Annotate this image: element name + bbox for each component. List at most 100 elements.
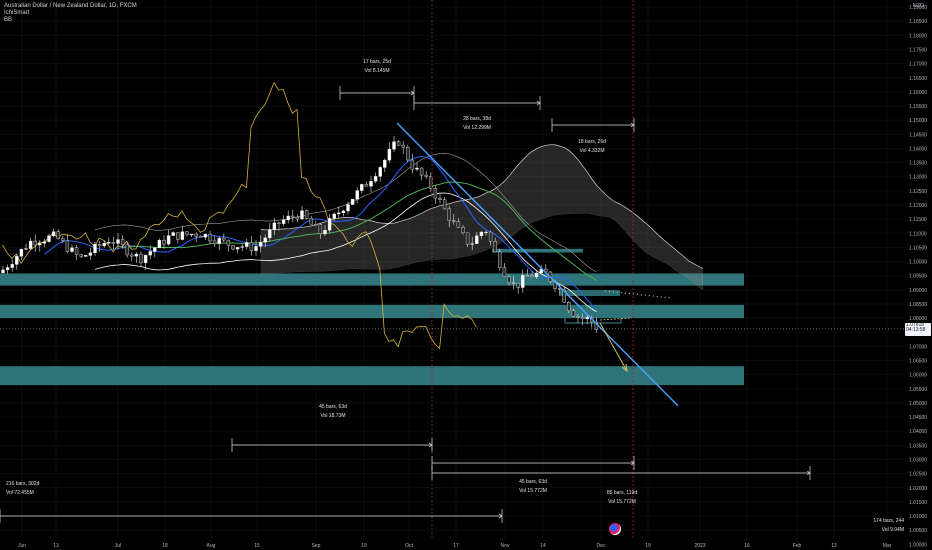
candle-body[interactable] <box>424 174 428 177</box>
candle-body[interactable] <box>61 238 65 241</box>
candle-body[interactable] <box>534 272 539 278</box>
candle-body[interactable] <box>511 282 516 284</box>
candle-body[interactable] <box>70 247 74 252</box>
projection-arrow[interactable] <box>599 322 628 372</box>
candle-body[interactable] <box>406 147 410 161</box>
candle-body[interactable] <box>268 229 272 239</box>
candle-body[interactable] <box>281 219 286 224</box>
candle-body[interactable] <box>231 245 235 250</box>
candle-body[interactable] <box>291 215 295 218</box>
candle-body[interactable] <box>180 231 185 240</box>
candle-body[interactable] <box>157 239 162 249</box>
candle-body[interactable] <box>254 246 258 251</box>
candle-body[interactable] <box>479 231 484 236</box>
candle-body[interactable] <box>309 218 313 225</box>
candle-body[interactable] <box>88 252 93 256</box>
price-zone[interactable] <box>492 248 583 253</box>
candle-body[interactable] <box>176 232 180 240</box>
candle-body[interactable] <box>148 251 152 256</box>
projection-arrow[interactable] <box>599 317 633 321</box>
candle-body[interactable] <box>373 176 378 182</box>
candle-body[interactable] <box>189 233 194 236</box>
candle-body[interactable] <box>171 232 175 236</box>
candle-body[interactable] <box>38 243 42 246</box>
candle-body[interactable] <box>24 248 28 250</box>
candle-body[interactable] <box>203 233 208 238</box>
tradingview-logo-icon[interactable] <box>609 523 621 535</box>
candle-body[interactable] <box>56 231 60 239</box>
candle-body[interactable] <box>125 244 129 256</box>
candle-body[interactable] <box>415 167 419 170</box>
candle-body[interactable] <box>355 190 359 200</box>
candle-body[interactable] <box>387 149 392 161</box>
price-zone[interactable] <box>0 366 744 386</box>
candle-body[interactable] <box>516 283 520 288</box>
zone-box[interactable] <box>560 290 620 296</box>
candle-body[interactable] <box>185 231 189 235</box>
candle-body[interactable] <box>245 242 249 247</box>
candle-body[interactable] <box>1 269 5 274</box>
candle-body[interactable] <box>107 242 111 244</box>
indicator-ichismart[interactable]: IchiSmart <box>4 10 30 16</box>
candle-body[interactable] <box>28 240 33 249</box>
candle-body[interactable] <box>74 247 79 255</box>
candle-body[interactable] <box>65 240 70 252</box>
candle-body[interactable] <box>521 275 525 288</box>
candle-body[interactable] <box>304 210 309 219</box>
candle-body[interactable] <box>585 317 589 320</box>
zone-box[interactable] <box>564 315 622 324</box>
candle-body[interactable] <box>272 222 277 230</box>
candle-body[interactable] <box>475 235 479 244</box>
candle-body[interactable] <box>346 204 350 212</box>
candle-body[interactable] <box>79 254 83 257</box>
candle-body[interactable] <box>350 198 355 205</box>
candle-body[interactable] <box>341 210 346 214</box>
candle-body[interactable] <box>525 275 530 277</box>
candle-body[interactable] <box>571 310 576 317</box>
candle-body[interactable] <box>295 216 300 220</box>
candle-body[interactable] <box>240 246 244 248</box>
candle-body[interactable] <box>488 231 493 242</box>
candle-body[interactable] <box>323 230 327 235</box>
candle-body[interactable] <box>383 159 387 168</box>
candle-body[interactable] <box>410 159 415 170</box>
candle-body[interactable] <box>557 288 562 290</box>
candle-body[interactable] <box>470 243 474 245</box>
candle-body[interactable] <box>217 237 221 244</box>
candle-body[interactable] <box>10 264 14 268</box>
candle-body[interactable] <box>249 242 254 251</box>
trendline[interactable] <box>396 122 679 407</box>
candle-body[interactable] <box>456 221 461 228</box>
candle-body[interactable] <box>258 241 263 247</box>
candle-body[interactable] <box>111 242 116 244</box>
candle-body[interactable] <box>392 141 396 150</box>
candle-body[interactable] <box>143 254 148 264</box>
candle-body[interactable] <box>327 218 332 231</box>
candle-body[interactable] <box>97 244 102 247</box>
symbol-title[interactable]: Australian Dollar / New Zealand Dollar, … <box>4 3 137 9</box>
candle-body[interactable] <box>332 213 336 219</box>
candle-body[interactable] <box>222 237 226 241</box>
candle-body[interactable] <box>562 288 566 303</box>
candle-body[interactable] <box>199 236 203 238</box>
price-axis[interactable]: 1.19000 1.18500 1.18000 1.17500 1.17000 1.165… <box>904 0 932 550</box>
candle-body[interactable] <box>139 253 143 264</box>
candle-body[interactable] <box>461 227 465 234</box>
candle-body[interactable] <box>452 220 456 222</box>
candle-body[interactable] <box>438 197 442 200</box>
candle-body[interactable] <box>300 210 304 220</box>
candle-body[interactable] <box>369 181 373 187</box>
candle-body[interactable] <box>580 317 585 320</box>
candle-body[interactable] <box>208 233 212 242</box>
candle-body[interactable] <box>120 239 125 246</box>
candle-body[interactable] <box>442 199 447 210</box>
candle-body[interactable] <box>166 235 171 245</box>
candle-body[interactable] <box>93 244 97 253</box>
candle-body[interactable] <box>212 240 217 244</box>
candle-body[interactable] <box>447 208 451 221</box>
candle-body[interactable] <box>530 275 534 278</box>
candle-body[interactable] <box>42 241 47 244</box>
candle-body[interactable] <box>226 239 231 246</box>
candle-body[interactable] <box>15 256 19 265</box>
